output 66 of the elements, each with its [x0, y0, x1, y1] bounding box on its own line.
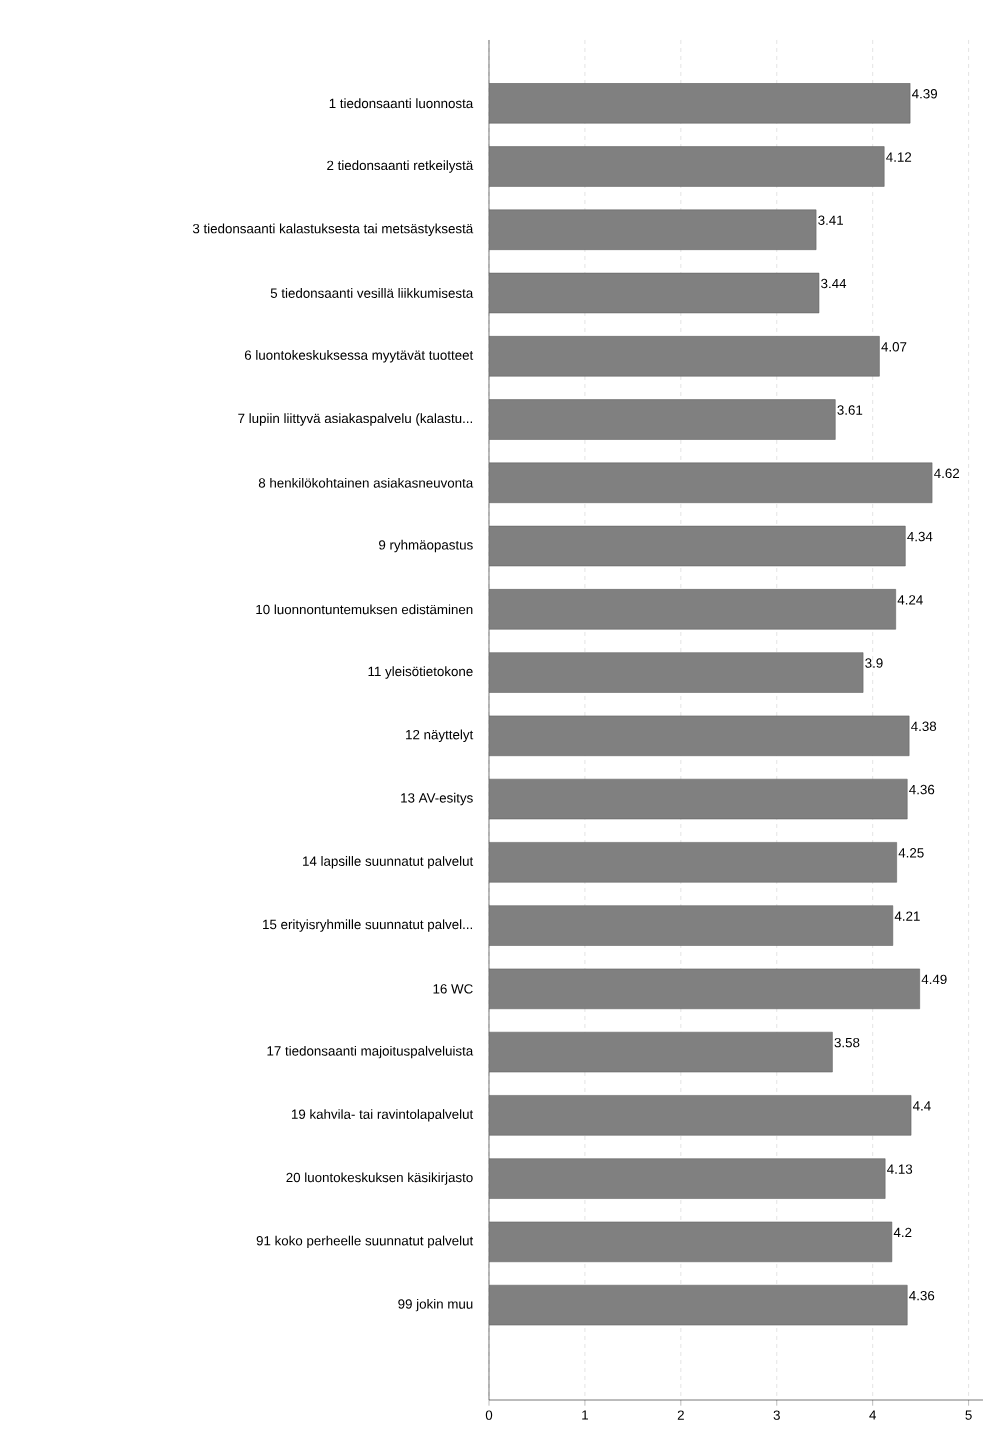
- x-tick-label: 2: [677, 1410, 684, 1420]
- data-label: 4.36: [909, 1290, 935, 1301]
- x-tick-label: 0: [485, 1410, 493, 1420]
- y-tick-label: 17 tiedonsaanti majoituspalveluista: [267, 1045, 474, 1059]
- y-tick-label: 12 näyttelyt: [406, 729, 474, 743]
- bar: [489, 83, 911, 124]
- data-label: 4.25: [898, 848, 924, 858]
- y-tick-label: 2 tiedonsaanti retkeilystä: [327, 160, 474, 173]
- y-tick-label: 13 AV-esitys: [401, 792, 473, 806]
- x-tick-label: 1: [582, 1410, 588, 1420]
- x-tick-label: 3: [773, 1410, 780, 1420]
- bar: [489, 336, 880, 377]
- bar: [489, 968, 920, 1010]
- y-tick-label: 3 tiedonsaanti kalastuksesta tai metsästyksestä: [192, 223, 474, 236]
- y-tick-label: 99 jokin muu: [398, 1298, 473, 1312]
- y-tick-label: 10 luonnontuntemuksen edistäminen: [256, 604, 473, 615]
- bar: [489, 209, 817, 250]
- y-tick-label: 8 henkilökohtainen asiakasneuvonta: [258, 477, 474, 488]
- bar: [489, 1284, 908, 1326]
- bar: [489, 778, 908, 820]
- bar: [489, 1095, 912, 1136]
- data-label: 4.38: [911, 721, 937, 732]
- bar: [489, 525, 906, 567]
- data-label: 4.62: [934, 468, 960, 479]
- bar: [489, 1031, 833, 1073]
- data-label: 4.12: [886, 152, 912, 162]
- bar: [489, 842, 897, 883]
- data-label: 3.41: [818, 215, 843, 225]
- y-tick-label: 9 ryhmäopastus: [379, 539, 473, 553]
- data-label: 4.13: [887, 1164, 913, 1174]
- y-tick-label: 15 erityisryhmille suunnatut palvel...: [263, 919, 472, 932]
- y-tick-label: 19 kahvila- tai ravintolapalvelut: [291, 1109, 474, 1122]
- x-tick-label: 4: [869, 1410, 876, 1420]
- data-label: 4.4: [912, 1101, 931, 1111]
- bar: [489, 715, 910, 757]
- bar: [489, 652, 864, 693]
- y-tick-label: 6 luontokeskuksessa myytävät tuotteet: [244, 350, 474, 363]
- data-label: 3.61: [837, 405, 863, 415]
- data-label: 3.58: [834, 1037, 860, 1048]
- bar: [489, 589, 896, 630]
- y-tick-label: 7 lupiin liittyvä asiakaspalvelu (kalastu...: [238, 413, 472, 426]
- y-tick-label: 1 tiedonsaanti luonnosta: [329, 98, 474, 109]
- bar: [489, 1158, 886, 1199]
- y-tick-label: 91 koko perheelle suunnatut palvelut: [256, 1235, 474, 1249]
- y-tick-label: 11 yleisötietokone: [368, 666, 473, 679]
- data-label: 4.49: [921, 974, 947, 985]
- data-label: 4.34: [907, 531, 933, 542]
- data-label: 4.07: [881, 342, 907, 352]
- y-tick-label: 20 luontokeskuksen käsikirjasto: [286, 1172, 473, 1185]
- y-tick-label: 5 tiedonsaanti vesillä liikkumisesta: [270, 288, 474, 298]
- data-label: 4.24: [897, 595, 923, 605]
- data-label: 3.44: [821, 278, 847, 289]
- bar: [489, 462, 933, 503]
- bar: [489, 1221, 893, 1263]
- data-label: 4.21: [894, 911, 920, 921]
- data-label: 3.9: [865, 658, 883, 668]
- x-tick-label: 5: [965, 1410, 972, 1420]
- bar: [489, 146, 885, 187]
- bar: [489, 905, 894, 946]
- y-tick-label: 16 WC: [433, 984, 473, 994]
- y-tick-label: 14 lapsille suunnatut palvelut: [303, 856, 474, 869]
- bar: [489, 399, 836, 440]
- bar: [489, 272, 820, 314]
- data-label: 4.39: [912, 89, 938, 99]
- data-label: 4.36: [909, 784, 935, 795]
- data-label: 4.2: [893, 1227, 912, 1238]
